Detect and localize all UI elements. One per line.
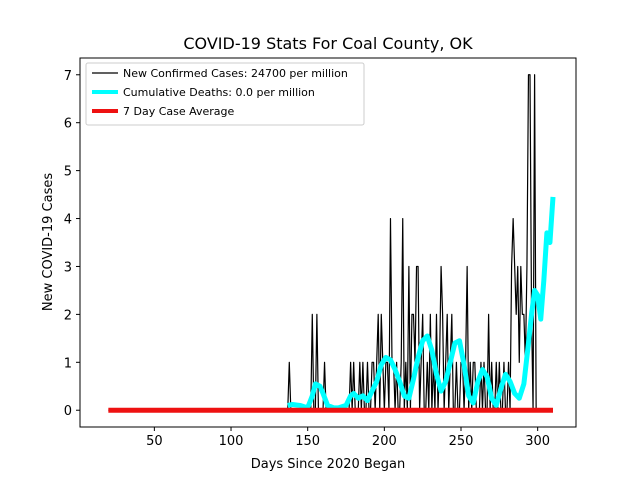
x-axis-label: Days Since 2020 Began	[251, 457, 406, 472]
y-tick-label: 5	[64, 165, 72, 180]
y-tick-label: 3	[64, 260, 72, 275]
legend: New Confirmed Cases: 24700 per million C…	[85, 62, 365, 126]
legend-box	[85, 62, 365, 126]
y-tick-label: 0	[64, 404, 72, 419]
plot-series	[108, 74, 556, 413]
x-tick-label: 50	[146, 434, 163, 449]
x-tick-label: 200	[372, 434, 397, 449]
legend-label-cases: New Confirmed Cases: 24700 per million	[123, 67, 348, 80]
y-tick-label: 1	[64, 356, 72, 371]
legend-label-average: 7 Day Case Average	[123, 105, 235, 118]
y-axis-label: New COVID-19 Cases	[41, 173, 56, 311]
x-tick-label: 300	[525, 434, 550, 449]
legend-label-deaths: Cumulative Deaths: 0.0 per million	[123, 86, 315, 99]
x-tick-label: 150	[295, 434, 320, 449]
plot-frame	[79, 57, 577, 428]
x-axis: 50 100 150 200 250 300	[146, 427, 550, 449]
chart-title: COVID-19 Stats For Coal County, OK	[183, 34, 473, 53]
x-tick-label: 250	[449, 434, 474, 449]
x-tick-label: 100	[219, 434, 244, 449]
y-tick-label: 6	[64, 117, 72, 132]
y-tick-label: 4	[64, 213, 72, 228]
y-tick-label: 2	[64, 308, 72, 323]
y-axis: 0 1 2 3 4 5 6 7	[64, 69, 80, 419]
y-tick-label: 7	[64, 69, 72, 84]
